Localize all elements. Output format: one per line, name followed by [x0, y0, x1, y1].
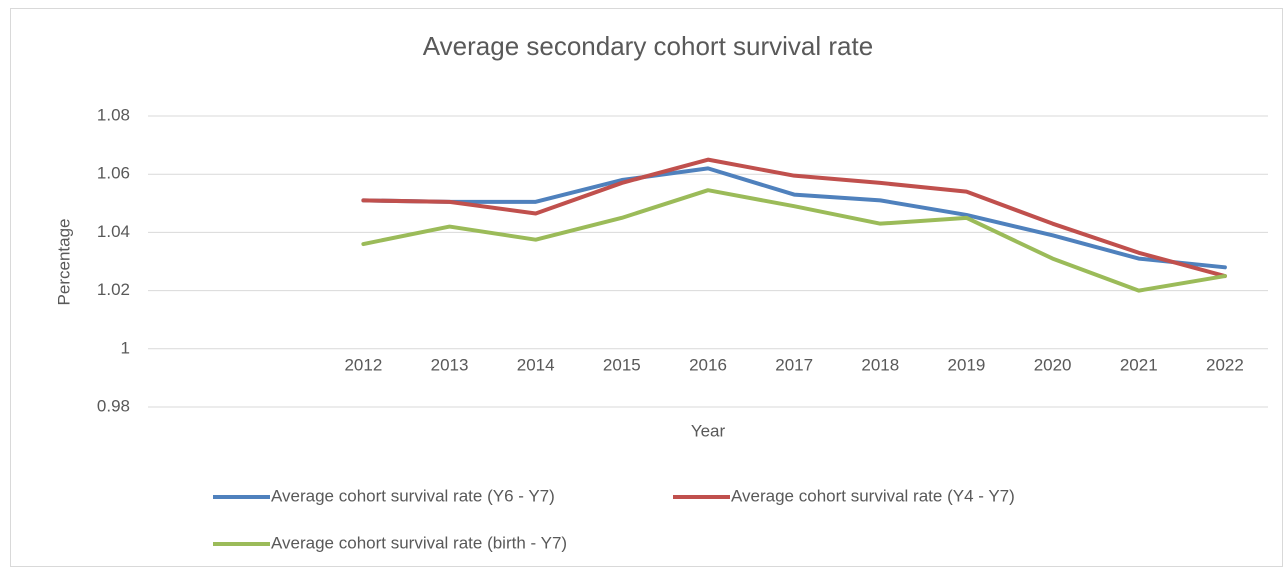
x-tick-label: 2013	[431, 355, 469, 374]
series-line	[361, 166, 1227, 270]
legend-label: Average cohort survival rate (Y4 - Y7)	[731, 486, 1015, 505]
legend-label: Average cohort survival rate (Y6 - Y7)	[271, 486, 555, 505]
x-tick-label: 2020	[1034, 355, 1072, 374]
legend-label: Average cohort survival rate (birth - Y7…	[271, 533, 567, 552]
y-tick-label: 1.08	[97, 105, 130, 124]
x-tick-label: 2012	[344, 355, 382, 374]
y-tick-label: 1.02	[97, 280, 130, 299]
x-tick-label: 2014	[517, 355, 555, 374]
x-tick-label: 2018	[861, 355, 899, 374]
series-line	[361, 157, 1227, 279]
y-tick-label: 0.98	[97, 396, 130, 415]
x-tick-label: 2017	[775, 355, 813, 374]
y-tick-label: 1.04	[97, 222, 130, 241]
x-tick-label: 2019	[948, 355, 986, 374]
y-tick-label: 1.06	[97, 164, 130, 183]
chart-title: Average secondary cohort survival rate	[423, 31, 873, 61]
series-line	[361, 188, 1227, 293]
y-axis-label: Percentage	[54, 219, 73, 306]
x-axis-label: Year	[691, 421, 726, 440]
x-tick-label: 2022	[1206, 355, 1244, 374]
x-tick-label: 2016	[689, 355, 727, 374]
x-tick-label: 2021	[1120, 355, 1158, 374]
y-tick-label: 1	[121, 338, 130, 357]
chart-border	[10, 8, 1283, 567]
x-tick-label: 2015	[603, 355, 641, 374]
